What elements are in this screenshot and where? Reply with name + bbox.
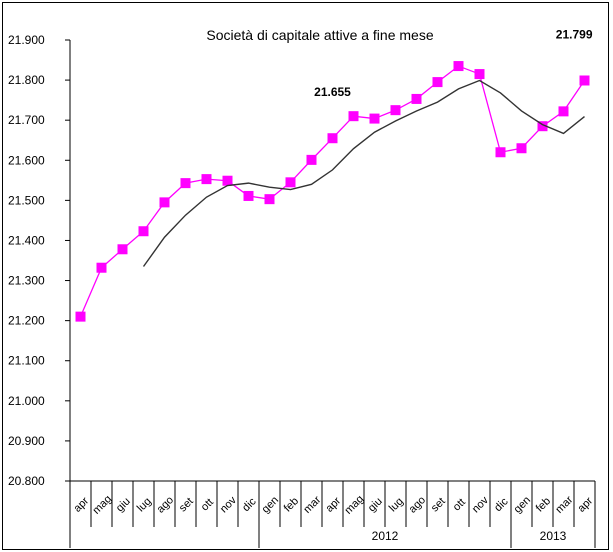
data-point	[537, 121, 548, 132]
data-point	[180, 178, 191, 189]
data-point	[474, 69, 485, 80]
y-tick-label: 21.200	[8, 314, 45, 328]
plot-area: 21.655 21.799	[75, 27, 593, 322]
data-point	[579, 75, 590, 86]
y-tick-label: 21.400	[8, 233, 45, 247]
y-tick-label: 20.900	[8, 434, 45, 448]
data-point	[432, 77, 443, 88]
data-point	[558, 106, 569, 117]
y-tick-label: 21.300	[8, 274, 45, 288]
y-tick-label: 20.800	[8, 474, 45, 488]
data-point	[117, 244, 128, 255]
data-label: 21.799	[556, 27, 593, 41]
data-point	[201, 174, 212, 185]
y-tick-label: 21.000	[8, 394, 45, 408]
y-tick-label: 21.100	[8, 354, 45, 368]
y-tick-label: 21.900	[8, 33, 45, 47]
data-point	[411, 93, 422, 104]
y-tick-label: 21.600	[8, 153, 45, 167]
data-point	[75, 311, 86, 322]
y-tick-label: 21.700	[8, 113, 45, 127]
data-point	[516, 143, 527, 154]
data-point	[327, 133, 338, 144]
data-point	[390, 105, 401, 116]
chart-title: Società di capitale attive a fine mese	[206, 27, 433, 43]
data-point	[453, 61, 464, 72]
series-line-trend	[142, 79, 585, 267]
y-tick-label: 21.800	[8, 73, 45, 87]
year-group-label: 2012	[372, 529, 399, 543]
y-tick-label: 21.500	[8, 193, 45, 207]
data-point	[285, 177, 296, 188]
y-axis: 20.800 20.900 21.000 21.100 21.200 21.300 21.4…	[8, 33, 71, 548]
data-point	[138, 226, 149, 237]
year-group-label: 2013	[540, 529, 567, 543]
data-point	[222, 175, 233, 186]
data-point	[348, 111, 359, 122]
data-point	[264, 194, 275, 205]
data-point	[159, 197, 170, 208]
data-label: 21.655	[314, 85, 351, 99]
data-point	[306, 154, 317, 165]
data-point	[96, 262, 107, 273]
data-point	[243, 190, 254, 201]
data-point	[369, 113, 380, 124]
data-point	[495, 147, 506, 158]
